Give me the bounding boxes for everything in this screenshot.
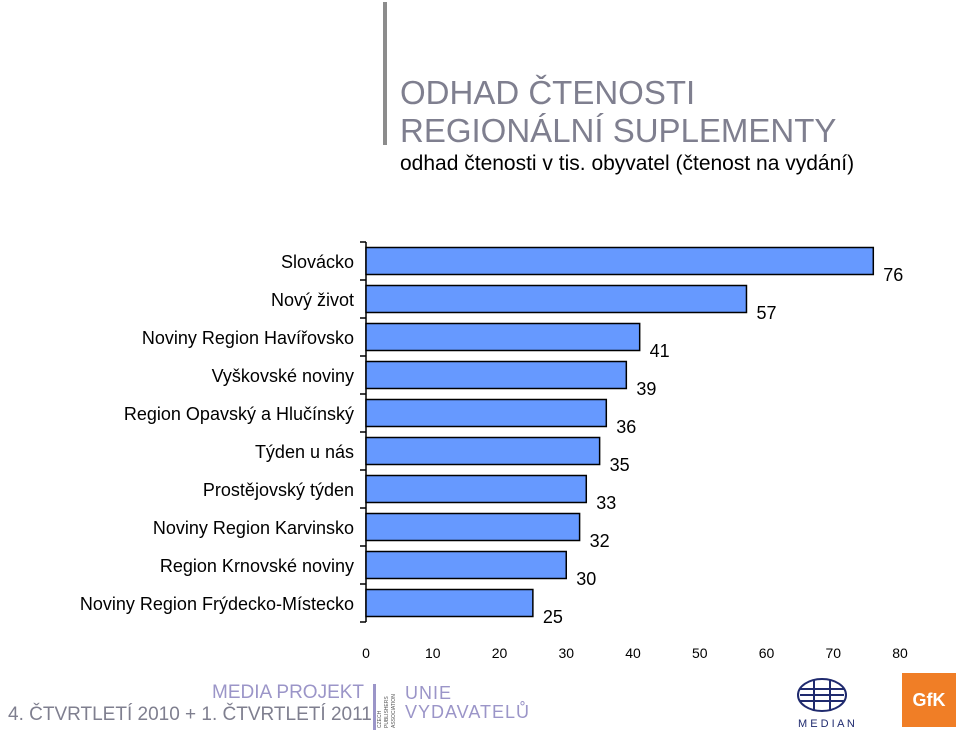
x-tick-label: 30 bbox=[558, 645, 574, 661]
category-label: Vyškovské noviny bbox=[212, 366, 354, 386]
x-tick-label: 70 bbox=[825, 645, 841, 661]
data-label: 25 bbox=[543, 607, 563, 627]
data-label: 35 bbox=[610, 455, 630, 475]
median-logo: M E D I A N bbox=[797, 678, 855, 730]
category-label: Noviny Region Frýdecko-Místecko bbox=[80, 594, 354, 614]
data-label: 33 bbox=[596, 493, 616, 513]
x-tick-label: 10 bbox=[425, 645, 441, 661]
svg-text:ASSOCIATION: ASSOCIATION bbox=[391, 694, 397, 728]
data-label: 76 bbox=[883, 265, 903, 285]
x-tick-label: 40 bbox=[625, 645, 641, 661]
data-label: 57 bbox=[756, 303, 776, 323]
svg-text:CZECH: CZECH bbox=[377, 710, 383, 728]
bar bbox=[365, 284, 748, 314]
x-tick-label: 50 bbox=[692, 645, 708, 661]
bar bbox=[365, 512, 581, 542]
bar-chart: Slovácko 76 Nový život 57 Noviny Region Haví… bbox=[80, 241, 908, 661]
category-label: Týden u nás bbox=[255, 442, 354, 462]
media-projekt-logo: MEDIA PROJEKT bbox=[212, 682, 365, 703]
category-label: Noviny Region Karvinsko bbox=[153, 518, 354, 538]
x-tick-label: 0 bbox=[362, 645, 370, 661]
bar bbox=[365, 474, 588, 504]
bar bbox=[365, 360, 628, 390]
unie-vydavatelu-logo: UNIE VYDAVATELŮ bbox=[405, 684, 530, 722]
bar bbox=[365, 588, 534, 618]
x-tick-label: 20 bbox=[492, 645, 508, 661]
page-title-line1: ODHAD ČTENOSTI bbox=[400, 74, 696, 111]
data-label: 36 bbox=[616, 417, 636, 437]
category-label: Region Krnovské noviny bbox=[160, 556, 354, 576]
category-label: Region Opavský a Hlučínský bbox=[124, 404, 354, 424]
data-label: 32 bbox=[590, 531, 610, 551]
median-text: M E D I A N bbox=[798, 718, 855, 730]
x-tick-label: 60 bbox=[759, 645, 775, 661]
bar bbox=[365, 398, 608, 428]
bar bbox=[365, 550, 567, 580]
bar bbox=[365, 322, 641, 352]
period-label: 4. ČTVRTLETÍ 2010 + 1. ČTVRTLETÍ 2011 bbox=[8, 704, 372, 725]
bar bbox=[365, 246, 875, 276]
x-tick-label: 80 bbox=[892, 645, 908, 661]
data-label: 39 bbox=[636, 379, 656, 399]
unie-line1: UNIE bbox=[405, 683, 453, 703]
data-label: 41 bbox=[650, 341, 670, 361]
header-divider bbox=[383, 2, 387, 145]
chart-subtitle: odhad čtenosti v tis. obyvatel (čtenost … bbox=[400, 152, 855, 175]
category-label: Noviny Region Havířovsko bbox=[142, 328, 354, 348]
page-title-line2: REGIONÁLNÍ SUPLEMENTY bbox=[400, 112, 837, 149]
data-label: 30 bbox=[576, 569, 596, 589]
category-label: Prostějovský týden bbox=[203, 480, 354, 500]
gfk-logo: GfK bbox=[902, 673, 956, 727]
svg-text:PUBLISHERS: PUBLISHERS bbox=[384, 696, 390, 728]
bar bbox=[365, 436, 601, 466]
cpa-logo: CZECH PUBLISHERS ASSOCIATION bbox=[373, 684, 397, 730]
category-label: Nový život bbox=[271, 290, 354, 310]
category-label: Slovácko bbox=[281, 252, 354, 272]
unie-line2: VYDAVATELŮ bbox=[405, 702, 531, 722]
